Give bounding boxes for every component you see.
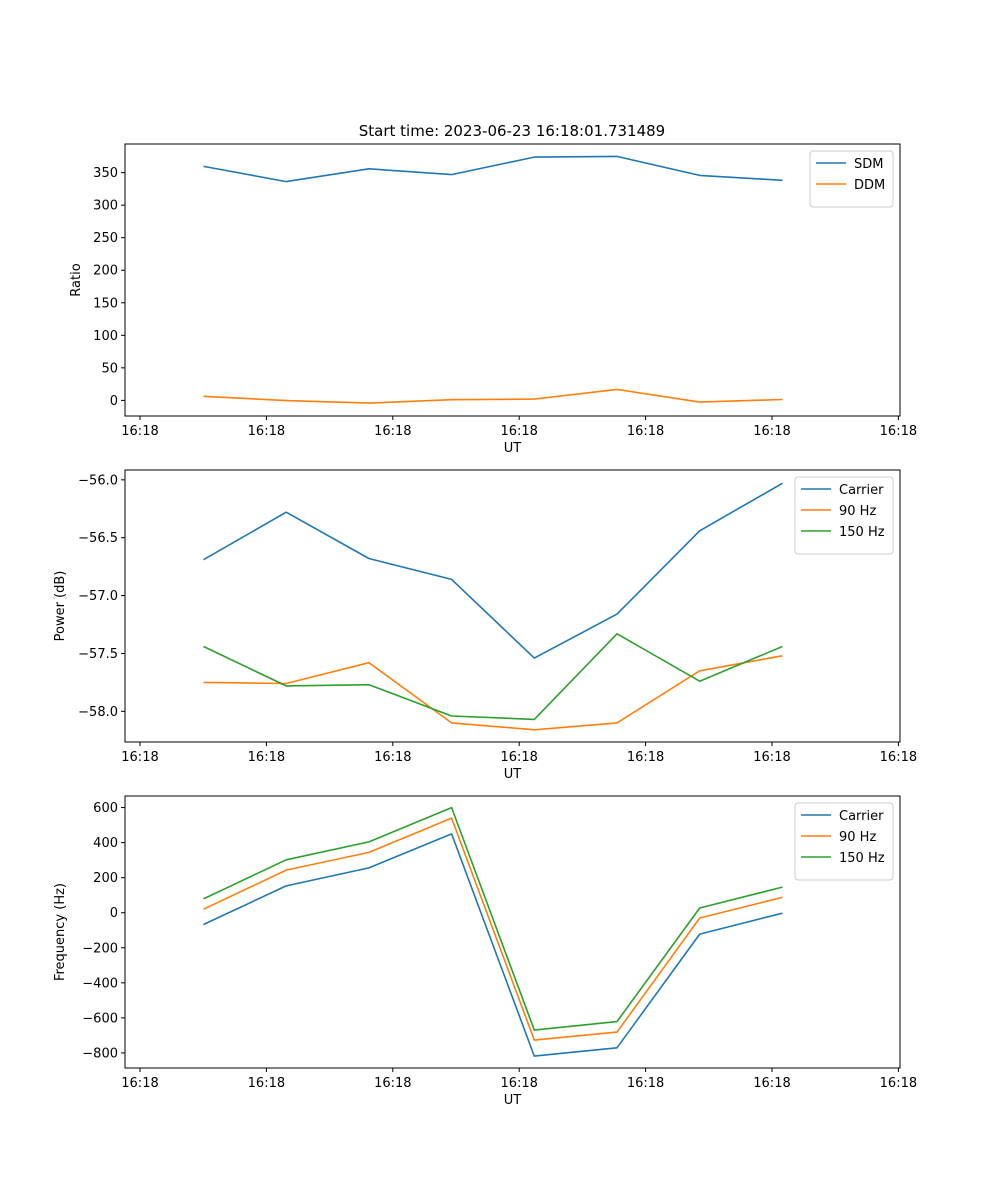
y-tick-label: 0: [110, 906, 118, 921]
y-tick-label: −56.5: [78, 531, 118, 546]
series-line-90-hz: [203, 817, 783, 1041]
x-tick-label: 16:18: [500, 750, 537, 765]
x-tick-label: 16:18: [627, 1076, 664, 1091]
legend-label: 150 Hz: [839, 851, 885, 866]
x-tick-label: 16:18: [374, 1076, 411, 1091]
x-tick-label: 16:18: [880, 424, 917, 439]
legend-label: 90 Hz: [839, 830, 876, 845]
x-tick-label: 16:18: [753, 750, 790, 765]
x-tick-label: 16:18: [248, 750, 285, 765]
legend-label: 150 Hz: [839, 525, 885, 540]
series-line-90-hz: [203, 655, 783, 731]
legend-label: Carrier: [839, 483, 884, 498]
x-tick-label: 16:18: [880, 1076, 917, 1091]
x-tick-label: 16:18: [374, 424, 411, 439]
x-axis-label: UT: [504, 441, 522, 456]
x-tick-label: 16:18: [500, 424, 537, 439]
y-tick-label: 150: [93, 296, 118, 311]
series-line-carrier: [203, 482, 783, 659]
y-axis-label: Frequency (Hz): [53, 883, 68, 981]
x-tick-label: 16:18: [627, 424, 664, 439]
y-tick-label: 300: [93, 199, 118, 214]
x-tick-label: 16:18: [627, 750, 664, 765]
x-axis-label: UT: [504, 767, 522, 782]
y-axis-label: Power (dB): [53, 571, 68, 642]
legend-box: [794, 476, 894, 555]
y-axis-label: Ratio: [69, 263, 84, 296]
y-tick-label: −200: [82, 941, 118, 956]
y-tick-label: 600: [93, 801, 118, 816]
x-tick-label: 16:18: [753, 424, 790, 439]
y-tick-label: −57.5: [78, 647, 118, 662]
chart-panel-1: 16:1816:1816:1816:1816:1816:1816:1816:19…: [69, 143, 917, 456]
x-tick-label: 16:18: [753, 1076, 790, 1091]
figure-title: Start time: 2023-06-23 16:18:01.731489: [359, 122, 665, 140]
y-tick-label: 350: [93, 166, 118, 181]
y-tick-label: 50: [101, 361, 118, 376]
plot-frame: [124, 795, 901, 1069]
legend-label: SDM: [854, 157, 883, 172]
plot-frame: [124, 143, 901, 417]
legend-label: Carrier: [839, 809, 884, 824]
series-line-150-hz: [203, 632, 783, 721]
y-tick-label: 400: [93, 836, 118, 851]
y-tick-label: −600: [82, 1011, 118, 1026]
y-tick-label: −56.0: [78, 473, 118, 488]
x-tick-label: 16:18: [248, 1076, 285, 1091]
y-tick-label: −400: [82, 976, 118, 991]
x-tick-label: 16:18: [880, 750, 917, 765]
chart-panel-2: 16:1816:1816:1816:1816:1816:1816:1816:19…: [53, 469, 917, 782]
chart-panel-3: 16:1816:1816:1816:1816:1816:1816:1816:19…: [53, 795, 917, 1108]
legend-box: [794, 802, 894, 881]
y-tick-label: −800: [82, 1046, 118, 1061]
x-tick-label: 16:18: [500, 1076, 537, 1091]
x-tick-label: 16:18: [121, 424, 158, 439]
y-tick-label: 200: [93, 264, 118, 279]
panels: 16:1816:1816:1816:1816:1816:1816:1816:19…: [53, 143, 917, 1108]
legend-label: 90 Hz: [839, 504, 876, 519]
y-tick-label: −57.0: [78, 589, 118, 604]
y-tick-label: −58.0: [78, 705, 118, 720]
y-tick-label: 100: [93, 329, 118, 344]
series-line-carrier: [203, 833, 783, 1057]
x-tick-label: 16:18: [121, 750, 158, 765]
legend-box: [809, 150, 894, 208]
x-tick-label: 16:18: [121, 1076, 158, 1091]
x-tick-label: 16:18: [374, 750, 411, 765]
series-line-150-hz: [203, 806, 783, 1031]
x-tick-label: 16:18: [248, 424, 285, 439]
plot-frame: [124, 469, 901, 743]
x-axis-label: UT: [504, 1093, 522, 1108]
series-line-ddm: [203, 388, 783, 404]
y-tick-label: 200: [93, 871, 118, 886]
legend-label: DDM: [854, 178, 885, 193]
y-tick-label: 250: [93, 231, 118, 246]
y-tick-label: 0: [110, 394, 118, 409]
series-line-sdm: [203, 155, 783, 183]
